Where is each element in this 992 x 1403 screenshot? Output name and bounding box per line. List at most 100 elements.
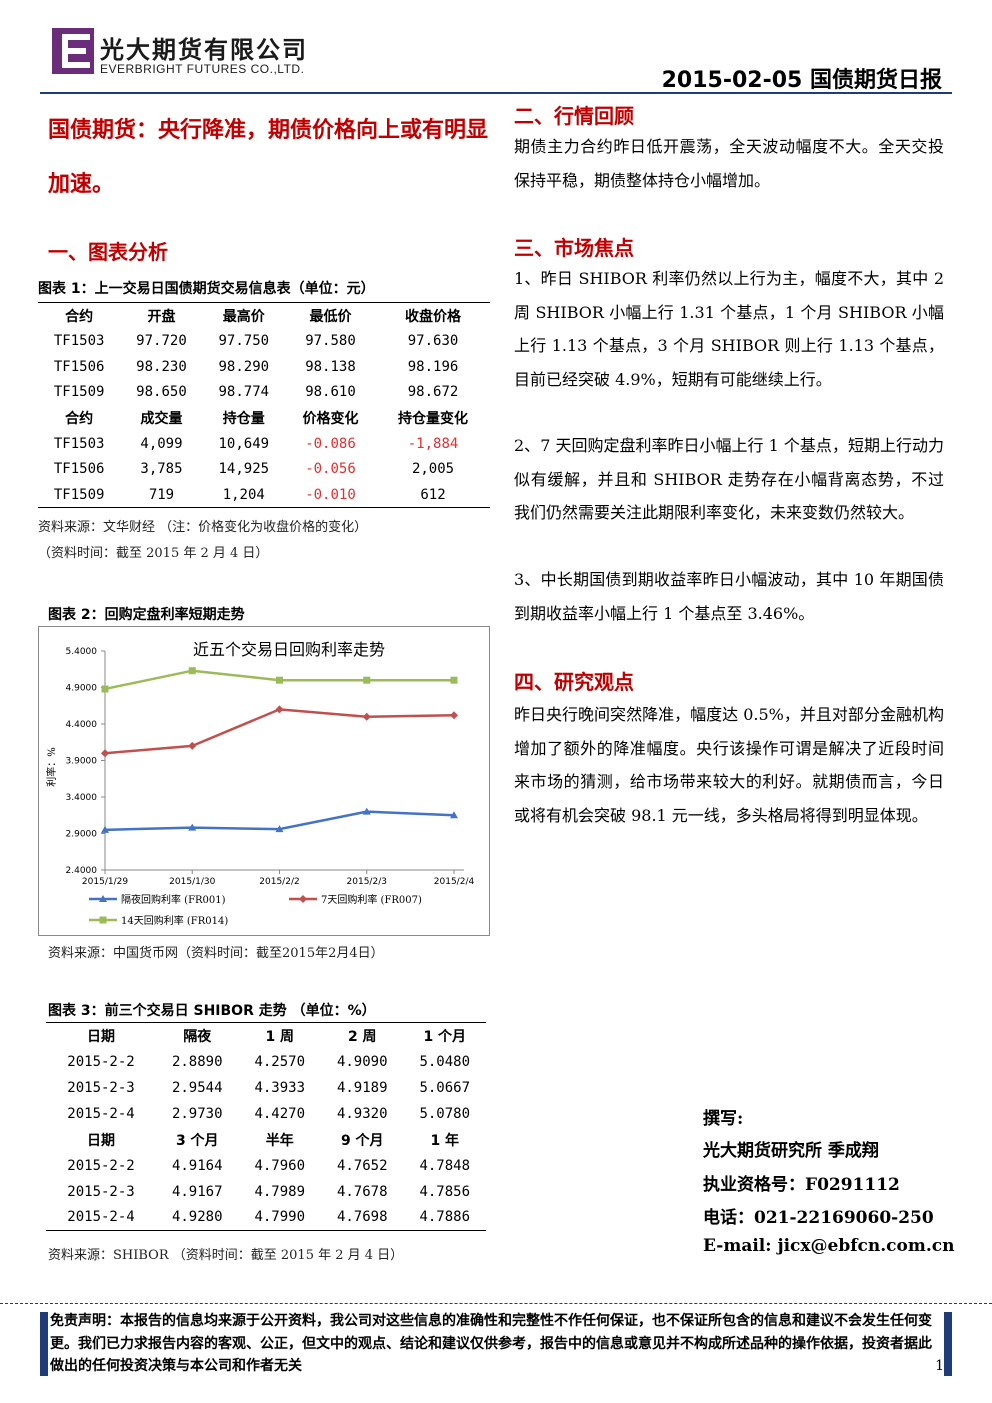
table-cell: -0.010 — [284, 482, 377, 508]
table-cell: 4,099 — [140, 435, 183, 452]
disclaimer-bar-left — [40, 1312, 48, 1376]
table-cell: 3,785 — [140, 461, 183, 478]
table-row: TF1509 98.650 98.774 98.610 98.672 — [38, 380, 490, 406]
table1-source: 资料来源：文华财经 （注：价格变化为收盘价格的变化） — [38, 520, 368, 535]
table-cell: 4.7856 — [419, 1183, 471, 1200]
data-point — [362, 712, 371, 721]
section-title-market-focus: 三、市场焦点 — [514, 236, 634, 260]
table1-source-time: （资料时间：截至 2015 年 2 月 4 日） — [38, 546, 269, 561]
table-cell: 97.750 — [218, 333, 270, 350]
table-header-cell: 持仓量变化 — [398, 411, 469, 427]
table-cell: 4.9090 — [336, 1053, 388, 1070]
author-label: 撰写: — [703, 1109, 744, 1129]
page-number: 1 — [935, 1358, 944, 1374]
table-header-cell: 隔夜 — [183, 1028, 212, 1045]
x-tick-label: 2015/2/3 — [347, 877, 387, 887]
table3-caption: 图表 3：前三个交易日 SHIBOR 走势 （单位：%） — [48, 1003, 376, 1019]
table-cell: 2.9730 — [171, 1105, 223, 1122]
table-cell: 98.650 — [136, 384, 187, 401]
y-tick-label: 4.9000 — [66, 684, 98, 694]
table-cell: 719 — [120, 482, 203, 508]
data-point — [450, 711, 458, 720]
data-point — [275, 825, 284, 833]
table-cell: 2,005 — [411, 461, 455, 478]
x-tick-label: 2015/2/4 — [434, 877, 475, 887]
legend-label: 隔夜回购利率 (FR001) — [121, 893, 226, 906]
futures-trading-table: 合约 开盘 最高价 最低价 收盘价格 TF1503 97.720 97.750 … — [38, 302, 490, 508]
series-line — [104, 708, 455, 755]
table-cell: 1,204 — [202, 482, 285, 508]
table-cell: 5.0480 — [419, 1053, 471, 1070]
y-tick-label: 2.9000 — [66, 830, 98, 840]
table-cell: 4.7848 — [419, 1157, 471, 1174]
table-row: TF1503 97.720 97.750 97.580 97.630 — [38, 329, 490, 355]
x-tick-label: 2015/2/2 — [259, 877, 299, 887]
table-header-row: 合约 成交量 持仓量 价格变化 持仓量变化 — [38, 405, 490, 431]
table-cell: 14,925 — [218, 461, 270, 478]
table-cell: 2.9544 — [171, 1079, 223, 1096]
disclaimer-text: 免责声明：本报告的信息均来源于公开资料，我公司对这些信息的准确性和完整性不作任何… — [50, 1313, 932, 1374]
author-phone: 电话：021-22169060-250 — [703, 1208, 934, 1228]
data-point — [276, 676, 283, 684]
report-title: 2015-02-05 国债期货日报 — [661, 68, 942, 93]
data-point — [101, 749, 109, 758]
research-view-text: 昨日央行晚间突然降准，幅度达 0.5%，并且对部分金融机构增加了额外的降准幅度。… — [514, 705, 944, 825]
table-header-row: 日期 3 个月 半年 9 个月 1 年 — [46, 1127, 486, 1153]
table-cell: 4.9320 — [336, 1105, 388, 1122]
x-tick-label: 2015/1/29 — [82, 877, 128, 887]
chart-y-axis-label: 利率：% — [45, 747, 58, 787]
table-header-cell: 2 周 — [347, 1028, 377, 1045]
section-title-chart-analysis: 一、图表分析 — [48, 240, 168, 264]
table-cell: 2015-2-4 — [67, 1105, 135, 1122]
table-cell: TF1503 — [53, 333, 105, 350]
table-cell: 98.138 — [305, 358, 356, 375]
y-tick-label: 2.4000 — [66, 866, 98, 876]
table-cell: 98.196 — [407, 358, 459, 375]
y-tick-label: 4.4000 — [66, 720, 98, 730]
table-cell: 2015-2-3 — [67, 1183, 135, 1200]
table-cell: TF1503 — [53, 435, 105, 452]
table-cell: 10,649 — [218, 435, 270, 452]
table-cell: 2015-2-4 — [46, 1204, 156, 1231]
headline: 国债期货：央行降准，期债价格向上或有明显加速。 — [48, 118, 489, 197]
table-cell: 5.0780 — [419, 1105, 471, 1122]
table-cell: 4.7698 — [321, 1204, 404, 1231]
table-cell: 4.9164 — [171, 1157, 223, 1174]
table-header-cell: 最高价 — [222, 308, 265, 325]
table-row: 2015-2-3 4.9167 4.7989 4.7678 4.7856 — [46, 1179, 486, 1205]
chart-frame: 近五个交易日回购利率走势 利率：% 5.4000 4.9000 4.4000 3.90… — [38, 626, 490, 936]
table-cell: 612 — [376, 482, 490, 508]
author-license: 执业资格号：F0291112 — [703, 1175, 900, 1195]
table-header-cell: 合约 — [65, 308, 94, 325]
table-header-row: 日期 隔夜 1 周 2 周 1 个月 — [46, 1022, 486, 1049]
data-point — [101, 685, 109, 693]
table-cell: 4.4270 — [254, 1105, 306, 1122]
table-cell: 4.7886 — [403, 1204, 486, 1231]
table-header-cell: 半年 — [265, 1132, 294, 1149]
table-cell: 2015-2-2 — [67, 1053, 135, 1070]
data-point — [188, 823, 197, 831]
table-header-cell: 1 个月 — [423, 1028, 467, 1045]
table-row: 2015-2-2 4.9164 4.7960 4.7652 4.7848 — [46, 1153, 486, 1179]
table-cell: 97.720 — [136, 333, 187, 350]
table-cell: 4.7652 — [336, 1157, 388, 1174]
chart-source: 资料来源：中国货币网（资料时间：截至2015年2月4日） — [48, 946, 384, 961]
table-header-cell: 日期 — [87, 1028, 115, 1045]
y-tick-label: 3.4000 — [66, 793, 98, 803]
data-point — [99, 895, 107, 902]
section-title-market-review: 二、行情回顾 — [514, 104, 634, 128]
table-cell: -0.056 — [305, 461, 356, 478]
table-cell: 5.0667 — [419, 1079, 471, 1096]
table-row: TF1506 3,785 14,925 -0.056 2,005 — [38, 457, 490, 483]
table-cell: 98.290 — [218, 358, 270, 375]
table-cell: TF1506 — [53, 358, 105, 375]
table-cell: 4.9167 — [171, 1183, 223, 1200]
chart-caption: 图表 2：回购定盘利率短期走势 — [48, 607, 245, 623]
table-header-cell: 9 个月 — [340, 1132, 384, 1149]
y-tick-label: 5.4000 — [66, 647, 98, 657]
chart-title: 近五个交易日回购利率走势 — [193, 640, 385, 659]
data-point — [363, 676, 371, 684]
data-point — [450, 676, 458, 684]
section-title-research-view: 四、研究观点 — [514, 670, 634, 694]
focus-item-2: 2、7 天回购定盘利率昨日小幅上行 1 个基点，短期上行动力似有缓解，并且和 S… — [514, 436, 944, 522]
